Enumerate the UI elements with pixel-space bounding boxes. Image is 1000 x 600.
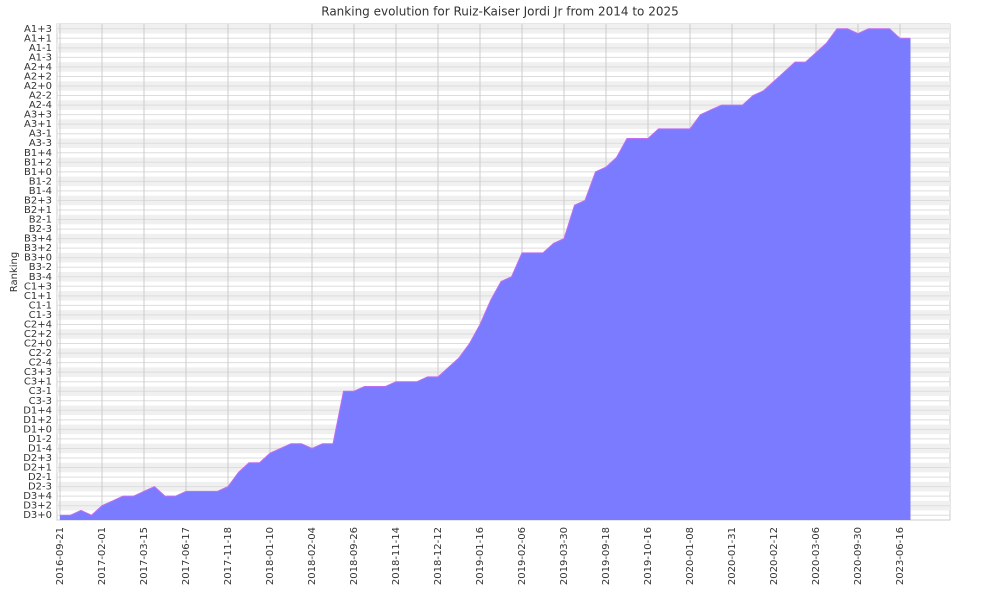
y-tick-label: C1+3 <box>24 281 52 292</box>
y-tick-label: D3+2 <box>23 501 52 512</box>
y-tick-label: A2-2 <box>29 91 52 102</box>
y-tick-label: B3-4 <box>29 272 52 283</box>
y-tick-label: A2+0 <box>24 81 52 92</box>
line <box>60 28 911 516</box>
y-tick-label: C2-2 <box>29 348 52 359</box>
x-tick-label: 2018-09-26 <box>349 527 360 585</box>
y-tick-label: A1-1 <box>29 43 52 54</box>
y-tick-label: B1-2 <box>29 176 52 187</box>
y-tick-label: A1+3 <box>24 24 52 35</box>
y-axis-label: Ranking <box>9 252 20 292</box>
y-tick-label: D1-2 <box>28 434 52 445</box>
y-tick-label: C2+0 <box>24 339 52 350</box>
x-tick-label: 2019-09-18 <box>601 527 612 585</box>
chart-title: Ranking evolution for Ruiz-Kaiser Jordi … <box>321 5 678 19</box>
x-tick-label: 2019-10-16 <box>643 527 654 585</box>
x-tick-label: 2017-11-18 <box>223 527 234 585</box>
y-tick-label: C1-1 <box>29 300 52 311</box>
y-tick-label: B3+4 <box>24 234 52 245</box>
x-tick-label: 2019-02-06 <box>517 527 528 585</box>
y-tick-label: C3+3 <box>24 367 52 378</box>
y-tick-label: D3+0 <box>23 510 52 521</box>
y-tick-label: C2-4 <box>29 358 52 369</box>
y-tick-label: A3+3 <box>24 110 52 121</box>
x-tick-label: 2020-03-06 <box>811 527 822 585</box>
x-tick-label: 2017-02-01 <box>97 527 108 585</box>
x-tick-label: 2018-12-12 <box>433 527 444 585</box>
x-tick-label: 2020-09-30 <box>853 527 864 585</box>
y-tick-label: D1+0 <box>23 424 52 435</box>
y-tick-label: B2+1 <box>24 205 52 216</box>
y-tick-label: C1-3 <box>29 310 52 321</box>
y-tick-label: B2-3 <box>29 224 52 235</box>
y-tick-label: A2-4 <box>29 100 52 111</box>
y-tick-label: C3-3 <box>29 396 52 407</box>
x-tick-label: 2016-09-21 <box>55 527 66 585</box>
y-tick-label: D1-4 <box>28 443 52 454</box>
y-tick-label: D1+2 <box>23 415 52 426</box>
y-tick-label: B1+2 <box>24 157 52 168</box>
x-tick-label: 2020-01-31 <box>727 527 738 585</box>
y-tick-label: C2+2 <box>24 329 52 340</box>
y-tick-label: D2+1 <box>23 463 52 474</box>
y-tick-label: A3-1 <box>29 129 52 140</box>
y-tick-label: D3+4 <box>23 491 52 502</box>
y-tick-label: C1+1 <box>24 291 52 302</box>
y-tick-label: B2-1 <box>29 215 52 226</box>
y-tick-label: A3+1 <box>24 119 52 130</box>
y-tick-label: C3-1 <box>29 386 52 397</box>
y-tick-label: A1+1 <box>24 33 52 44</box>
x-tick-label: 2019-03-30 <box>559 527 570 585</box>
x-tick-label: 2020-02-12 <box>769 527 780 585</box>
y-tick-label: A3-3 <box>29 138 52 149</box>
x-tick-label: 2018-02-04 <box>307 527 318 585</box>
y-tick-label: B3+2 <box>24 243 52 254</box>
y-tick-label: B2+3 <box>24 195 52 206</box>
y-tick-label: B3-2 <box>29 262 52 273</box>
x-tick-label: 2023-06-16 <box>895 527 906 585</box>
y-tick-label: B1-4 <box>29 186 52 197</box>
x-tick-label: 2019-01-16 <box>475 527 486 585</box>
area <box>60 28 911 521</box>
y-tick-label: D1+4 <box>23 405 52 416</box>
x-tick-label: 2018-01-10 <box>265 527 276 585</box>
x-tick-label: 2017-06-17 <box>181 527 192 585</box>
y-tick-label: B3+0 <box>24 253 52 264</box>
x-tick-label: 2017-03-15 <box>139 527 150 585</box>
x-tick-label: 2020-01-08 <box>685 527 696 585</box>
x-tick-label: 2018-11-14 <box>391 527 402 585</box>
y-tick-label: A2+4 <box>24 62 52 73</box>
y-tick-label: D2-3 <box>28 482 52 493</box>
y-tick-label: B1+0 <box>24 167 52 178</box>
y-tick-label: D2-1 <box>28 472 52 483</box>
y-tick-label: D2+3 <box>23 453 52 464</box>
y-tick-label: A2+2 <box>24 71 52 82</box>
y-tick-label: A1-3 <box>29 52 52 63</box>
y-tick-label: C2+4 <box>24 319 52 330</box>
y-tick-label: B1+4 <box>24 148 52 159</box>
y-tick-label: C3+1 <box>24 377 52 388</box>
